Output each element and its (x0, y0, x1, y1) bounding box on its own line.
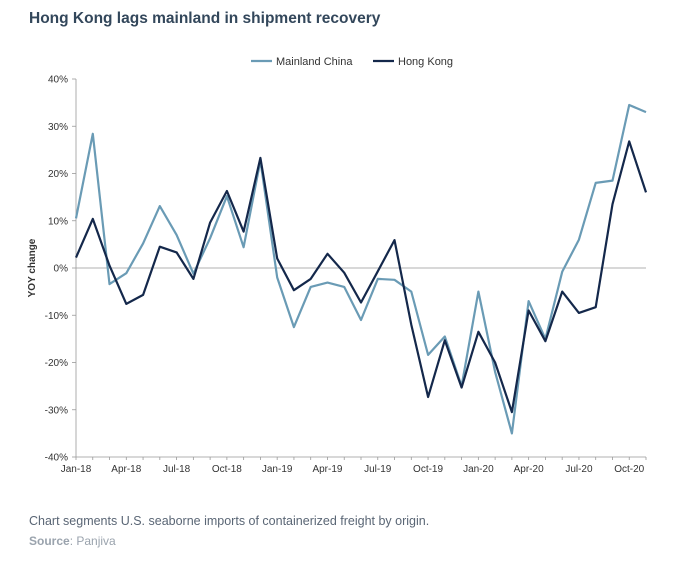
x-tick-label: Oct-18 (212, 464, 242, 475)
y-tick-label: -10% (45, 311, 68, 322)
x-tick-label: Jul-19 (364, 464, 392, 475)
source-label: Source (29, 534, 70, 548)
y-tick-label: 10% (48, 216, 68, 227)
x-tick-label: Jan-18 (61, 464, 92, 475)
x-tick-label: Jul-18 (163, 464, 191, 475)
series-line-hong-kong (74, 140, 648, 414)
y-tick-label: 0% (54, 264, 69, 275)
legend-label-mainland: Mainland China (276, 56, 353, 68)
line-chart: Mainland China Hong Kong -40% -30% -20% -10… (27, 56, 648, 475)
legend-label-hongkong: Hong Kong (398, 56, 453, 68)
chart-caption: Chart segments U.S. seaborne imports of … (29, 514, 430, 528)
y-tick-label: 40% (48, 75, 68, 86)
x-tick-label: Apr-18 (111, 464, 141, 475)
x-tick-label: Apr-19 (312, 464, 342, 475)
y-tick-label: 30% (48, 122, 68, 133)
y-tick-label: -40% (45, 453, 68, 464)
x-axis: Jan-18 Apr-18 Jul-18 Oct-18 Jan-19 Apr-19 Jul-… (61, 457, 647, 475)
y-axis: -40% -30% -20% -10% 0% 10% 20% 30% 40% (45, 75, 76, 464)
y-tick-label: 20% (48, 169, 68, 180)
y-tick-label: -20% (45, 358, 68, 369)
series-line-mainland-china (74, 103, 647, 435)
y-axis-label: YOY change (27, 238, 38, 297)
x-tick-label: Apr-20 (514, 464, 544, 475)
x-tick-label: Oct-20 (614, 464, 644, 475)
x-tick-label: Jan-20 (463, 464, 494, 475)
source-value: : Panjiva (69, 534, 116, 548)
x-tick-label: Oct-19 (413, 464, 443, 475)
legend: Mainland China Hong Kong (251, 56, 453, 68)
chart-title: Hong Kong lags mainland in shipment reco… (29, 10, 381, 27)
x-tick-label: Jan-19 (262, 464, 293, 475)
x-tick-label: Jul-20 (565, 464, 593, 475)
chart-source: Source: Panjiva (29, 534, 116, 548)
y-tick-label: -30% (45, 405, 68, 416)
